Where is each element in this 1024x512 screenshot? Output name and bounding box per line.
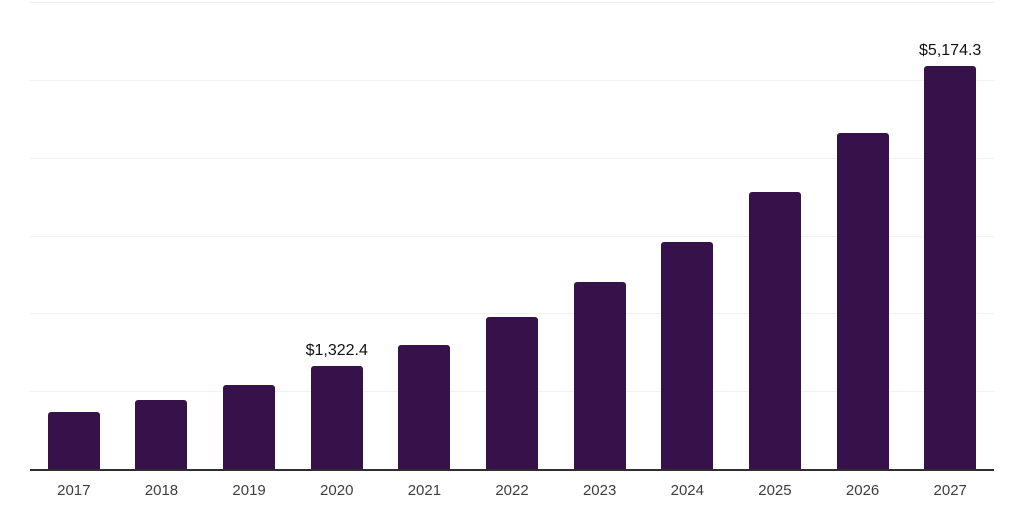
x-tick-label-2023: 2023 xyxy=(582,482,617,499)
gridline-5000 xyxy=(30,79,994,81)
x-tick-label-2022: 2022 xyxy=(495,482,529,499)
x-tick-label-2018: 2018 xyxy=(144,482,179,499)
gridline-4000 xyxy=(30,157,994,159)
bar-2017 xyxy=(47,412,100,469)
bar-2023 xyxy=(573,282,626,469)
bar-2018 xyxy=(135,400,188,469)
gridline-3000 xyxy=(30,235,994,237)
x-axis-labels: 2017 2018 2019 2020 2021 2022 2023 2024 2025 2026… xyxy=(30,481,994,500)
gridline-6000 xyxy=(30,2,994,3)
value-label-2027: $5,174.3 xyxy=(919,42,982,60)
bar-2026 xyxy=(836,132,889,469)
x-tick-label-2017: 2017 xyxy=(57,482,91,499)
x-tick-label-2026: 2026 xyxy=(845,482,880,499)
bar-2021 xyxy=(398,345,451,469)
plot-area: $1,322.4 $5,174.3 xyxy=(30,2,994,471)
value-label-2020: $1,322.4 xyxy=(305,342,368,360)
bar-2022 xyxy=(486,317,538,469)
bar-2019 xyxy=(223,384,276,469)
x-tick-label-2025: 2025 xyxy=(758,482,792,499)
bar-2020 xyxy=(310,366,363,469)
x-tick-label-2021: 2021 xyxy=(407,482,442,499)
bar-2025 xyxy=(748,191,801,469)
x-tick-label-2027: 2027 xyxy=(933,482,967,499)
x-tick-label-2024: 2024 xyxy=(670,482,704,499)
x-tick-label-2020: 2020 xyxy=(320,482,354,499)
bar-2027 xyxy=(924,66,977,469)
x-tick-label-2019: 2019 xyxy=(232,482,266,499)
bar-2024 xyxy=(661,242,714,469)
gridline-2000 xyxy=(30,313,994,315)
